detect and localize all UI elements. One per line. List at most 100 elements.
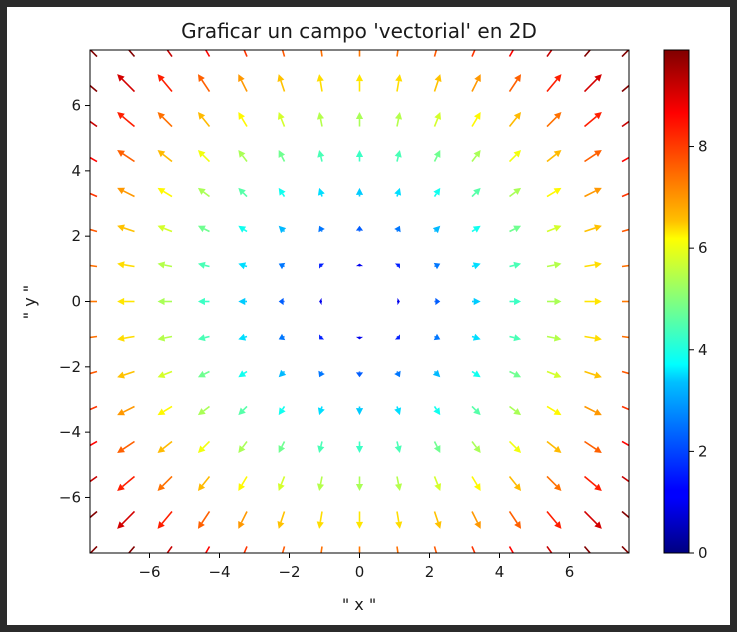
vector-arrow bbox=[584, 370, 602, 379]
vector-arrow bbox=[433, 74, 442, 92]
vector-arrow bbox=[238, 476, 248, 491]
vector-arrow bbox=[471, 370, 481, 378]
vector-arrow bbox=[355, 225, 364, 232]
x-tick-label: −6 bbox=[138, 563, 160, 581]
vector-arrow bbox=[584, 187, 602, 198]
vector-arrow bbox=[197, 440, 211, 454]
vector-arrow bbox=[278, 225, 287, 234]
y-tick-label: 4 bbox=[71, 162, 81, 180]
vector-arrow bbox=[316, 74, 324, 92]
vector-arrow bbox=[546, 74, 562, 93]
x-tick-label: 0 bbox=[355, 563, 365, 581]
vector-arrow bbox=[621, 120, 629, 128]
vector-arrow bbox=[583, 74, 602, 93]
vector-arrow bbox=[433, 187, 441, 197]
vector-arrow bbox=[204, 50, 211, 57]
y-axis-ticks: −6 −4 −2 0 2 4 6 bbox=[59, 97, 90, 506]
vector-arrow bbox=[157, 224, 173, 233]
vector-arrow bbox=[355, 263, 364, 267]
vector-arrow bbox=[433, 262, 441, 270]
vector-arrow bbox=[433, 546, 438, 553]
vector-arrow bbox=[316, 112, 325, 127]
vector-arrow bbox=[197, 297, 210, 306]
vector-arrow bbox=[471, 441, 481, 454]
vector-arrow bbox=[471, 546, 476, 553]
colorbar-tick-label: 6 bbox=[698, 239, 708, 257]
colorbar bbox=[663, 49, 690, 554]
vector-arrow bbox=[471, 187, 481, 198]
vector-arrow bbox=[621, 370, 629, 375]
vector-arrow bbox=[157, 334, 173, 342]
vector-arrow bbox=[90, 545, 98, 553]
vector-arrow bbox=[157, 370, 173, 379]
vector-arrow bbox=[318, 225, 325, 233]
vector-arrow bbox=[157, 405, 173, 416]
vector-arrow bbox=[157, 440, 173, 454]
vector-arrow bbox=[355, 336, 364, 340]
vector-arrow bbox=[546, 370, 562, 379]
vector-arrow bbox=[204, 546, 211, 553]
y-tick-label: −2 bbox=[59, 358, 81, 376]
vector-arrow bbox=[197, 334, 210, 342]
vector-arrow bbox=[395, 511, 403, 529]
vector-arrow bbox=[471, 149, 481, 162]
vector-arrow bbox=[238, 187, 248, 198]
vector-arrow bbox=[584, 149, 602, 163]
vector-arrow bbox=[90, 475, 98, 483]
vector-arrow bbox=[471, 112, 481, 127]
colorbar-tick-label: 4 bbox=[698, 341, 708, 359]
vector-arrow bbox=[584, 440, 602, 454]
vector-arrow bbox=[621, 405, 629, 411]
vector-arrow bbox=[622, 300, 629, 303]
vector-arrow bbox=[508, 475, 522, 491]
vector-arrow bbox=[546, 405, 562, 416]
vector-arrow bbox=[546, 440, 562, 454]
y-tick-label: −4 bbox=[59, 423, 81, 441]
vector-arrow bbox=[547, 297, 562, 306]
vector-arrow bbox=[432, 369, 441, 378]
vector-arrow bbox=[621, 228, 629, 233]
vector-arrow bbox=[433, 112, 442, 127]
vector-arrow bbox=[277, 112, 286, 127]
x-tick-label: 2 bbox=[425, 563, 435, 581]
vector-arrow bbox=[471, 225, 481, 233]
vector-arrow bbox=[583, 50, 592, 58]
vector-arrow bbox=[157, 510, 173, 529]
vector-arrow bbox=[394, 187, 402, 197]
vector-arrow bbox=[238, 149, 248, 162]
vector-arrow bbox=[471, 405, 481, 416]
vector-arrow bbox=[278, 406, 286, 416]
vector-arrow bbox=[281, 50, 286, 57]
colorbar-tick-label: 2 bbox=[698, 442, 708, 460]
vector-arrow bbox=[277, 74, 286, 92]
vector-arrow bbox=[621, 545, 629, 553]
vector-arrow bbox=[117, 475, 136, 491]
vector-arrow bbox=[471, 50, 476, 57]
vector-arrow bbox=[238, 333, 248, 341]
vector-arrow bbox=[238, 112, 248, 127]
vector-arrow bbox=[90, 50, 98, 58]
vector-arrow bbox=[278, 262, 286, 270]
vector-arrow bbox=[90, 405, 98, 411]
colorbar-tick-label: 0 bbox=[698, 544, 708, 562]
vector-arrow bbox=[197, 405, 210, 416]
vector-arrow bbox=[355, 511, 364, 529]
vector-arrow bbox=[319, 334, 325, 340]
vector-arrow bbox=[166, 50, 173, 57]
vector-arrow bbox=[509, 370, 522, 378]
vector-arrow bbox=[621, 156, 629, 163]
vector-arrow bbox=[434, 297, 441, 306]
vector-arrow bbox=[238, 74, 248, 92]
vector-arrow bbox=[238, 225, 248, 233]
x-tick-label: −2 bbox=[278, 563, 300, 581]
vector-arrow bbox=[90, 120, 98, 128]
vector-arrow bbox=[621, 475, 629, 483]
vector-arrow bbox=[355, 149, 364, 162]
colorbar-ticks: 0 2 4 6 8 bbox=[689, 138, 708, 562]
vector-arrow bbox=[317, 149, 325, 162]
vector-arrow bbox=[197, 187, 210, 198]
vector-arrow bbox=[197, 370, 210, 378]
vector-arrow bbox=[317, 187, 325, 197]
vector-arrow bbox=[433, 333, 441, 341]
vector-arrow bbox=[157, 475, 173, 491]
